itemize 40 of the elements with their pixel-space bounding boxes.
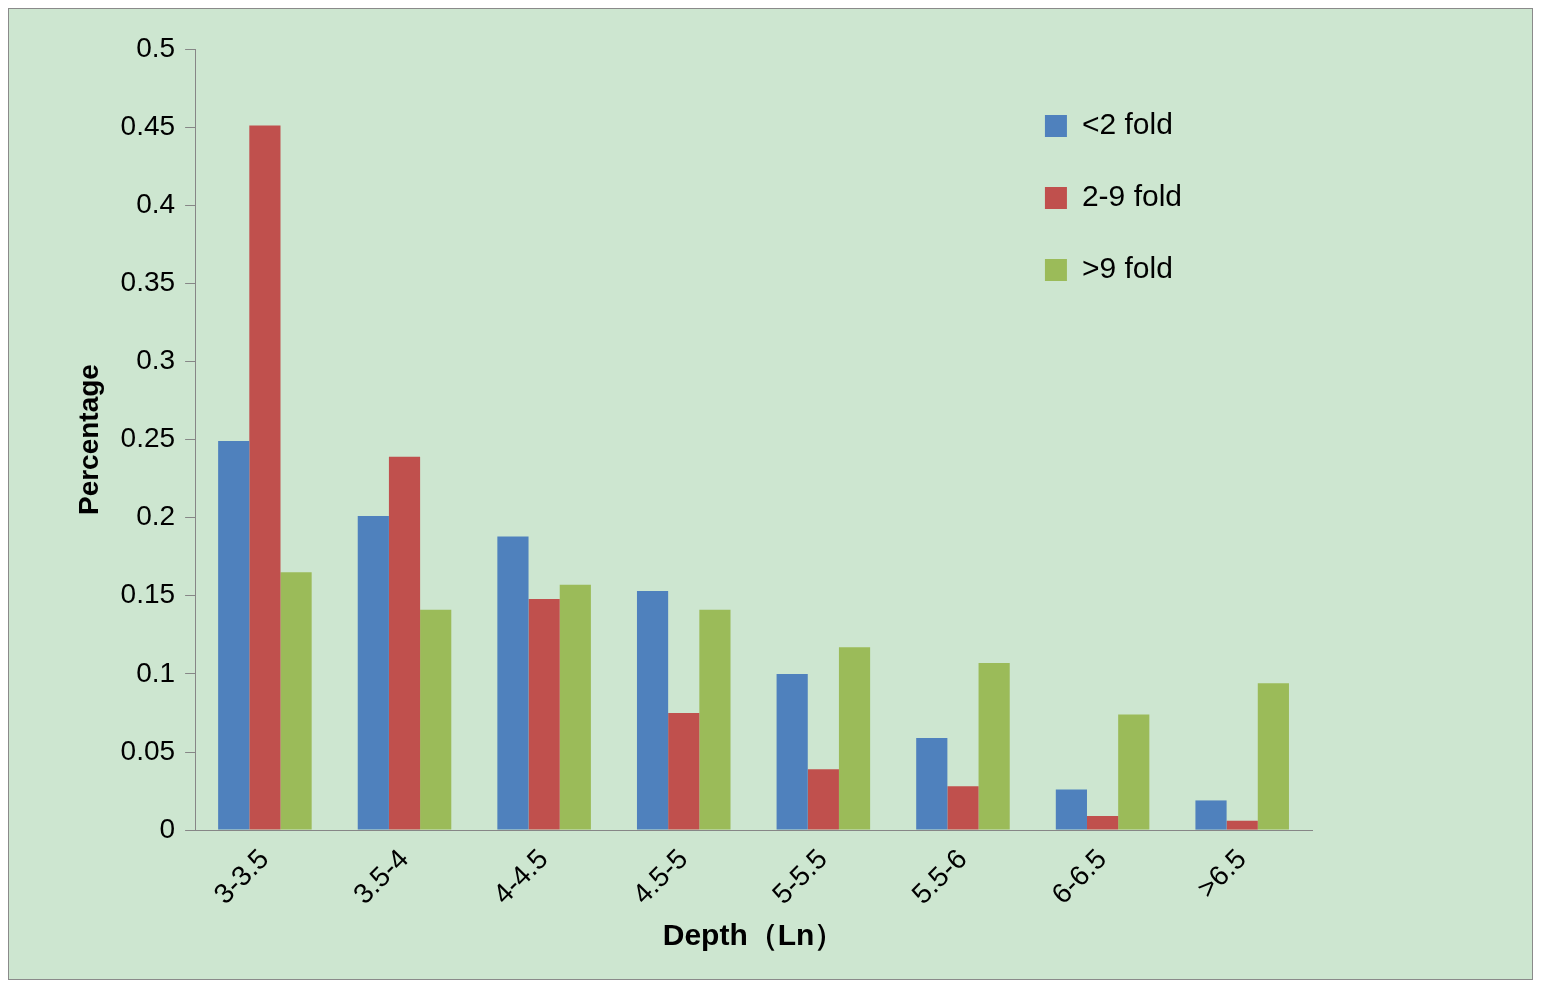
y-tick-label: 0.4 bbox=[136, 187, 176, 219]
bar bbox=[218, 441, 250, 830]
x-axis-title: Depth（Ln） bbox=[662, 918, 845, 952]
bar bbox=[776, 673, 808, 830]
bar bbox=[357, 516, 389, 830]
y-axis-title: Percentage bbox=[72, 364, 104, 516]
bar bbox=[668, 712, 700, 830]
bar bbox=[636, 591, 669, 830]
bar bbox=[916, 737, 948, 830]
bar bbox=[528, 598, 560, 830]
bar bbox=[280, 572, 312, 830]
legend-label: 2-9 fold bbox=[1081, 179, 1183, 213]
bar bbox=[1118, 714, 1150, 830]
bar bbox=[1195, 800, 1227, 830]
y-tick-label: 0.2 bbox=[136, 500, 176, 532]
y-tick-label: 0 bbox=[159, 812, 176, 844]
y-tick-label: 0.5 bbox=[136, 31, 176, 63]
y-tick-label: 0.15 bbox=[120, 578, 176, 610]
legend-label: >9 fold bbox=[1081, 251, 1173, 285]
y-tick-label: 0.1 bbox=[136, 656, 176, 688]
bar bbox=[838, 647, 871, 830]
bar bbox=[420, 609, 452, 830]
bar bbox=[978, 662, 1010, 830]
bar bbox=[947, 786, 979, 830]
y-tick-label: 0.05 bbox=[120, 734, 176, 766]
y-tick-label: 0.45 bbox=[120, 109, 176, 141]
bar bbox=[807, 769, 839, 830]
bar bbox=[699, 609, 731, 830]
bar bbox=[1257, 683, 1289, 830]
bar bbox=[1055, 789, 1087, 830]
bar bbox=[1226, 820, 1258, 830]
bar bbox=[249, 125, 281, 830]
y-tick-label: 0.35 bbox=[120, 266, 176, 298]
bar bbox=[497, 536, 529, 830]
bar bbox=[559, 584, 591, 830]
bar bbox=[388, 456, 421, 830]
legend-label: <2 fold bbox=[1081, 107, 1173, 141]
y-tick-label: 0.3 bbox=[136, 344, 176, 376]
y-tick-label: 0.25 bbox=[120, 422, 176, 454]
bar bbox=[1086, 816, 1119, 830]
